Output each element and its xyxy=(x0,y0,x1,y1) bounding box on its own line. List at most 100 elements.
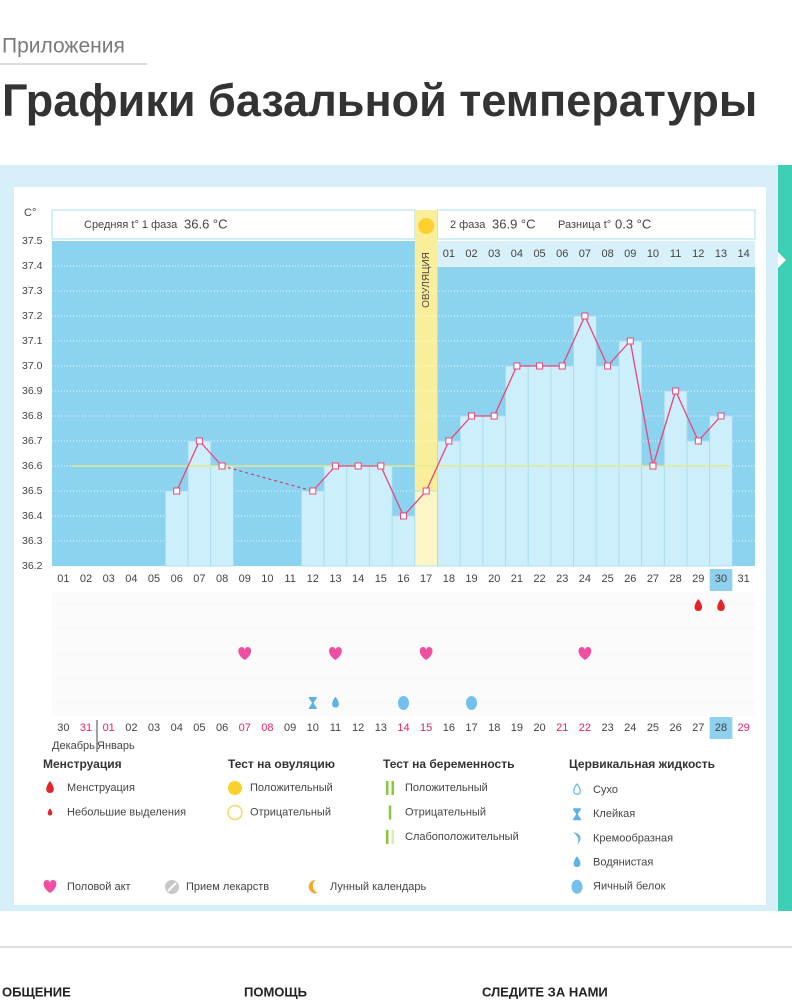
y-tick-label: 37.3 xyxy=(22,285,43,297)
point-marker xyxy=(490,412,498,420)
y-tick-label: 36.3 xyxy=(22,535,43,547)
date-label: 27 xyxy=(692,722,704,734)
highlight-date xyxy=(709,717,733,739)
x-tick-label: 25 xyxy=(601,573,613,585)
legend-icon xyxy=(165,880,179,894)
y-tick-label: 37.0 xyxy=(22,360,43,372)
legend-item: Половой акт xyxy=(67,881,131,893)
bar xyxy=(301,490,325,567)
point-marker xyxy=(445,437,453,445)
date-label: 25 xyxy=(647,722,659,734)
date-label: 06 xyxy=(216,722,228,734)
x-tick-label: 12 xyxy=(307,573,319,585)
point-marker xyxy=(536,362,544,370)
legend-item: Лунный календарь xyxy=(330,881,427,893)
gap-connector xyxy=(221,465,313,492)
day-icon xyxy=(694,599,703,611)
date-label: 11 xyxy=(330,722,341,734)
point-marker xyxy=(694,437,702,445)
icon-shape xyxy=(43,880,57,893)
x-tick-label: 22 xyxy=(533,573,545,585)
point-marker xyxy=(626,337,634,345)
y-tick-label: 36.7 xyxy=(22,435,43,447)
x-tick-label: 31 xyxy=(738,573,750,585)
legend-item: Отрицательный xyxy=(250,806,331,818)
y-tick-label: 36.2 xyxy=(22,560,43,572)
icon-shape xyxy=(466,696,478,710)
diff-value: 0.3 °C xyxy=(615,216,651,231)
date-label: 09 xyxy=(284,722,296,734)
legend-title: Цервикальная жидкость xyxy=(569,757,715,771)
footer-heading: СЛЕДИТЕ ЗА НАМИ xyxy=(482,984,608,999)
icon-shape xyxy=(238,647,252,660)
legend-item: Сухо xyxy=(593,784,618,796)
date-label: 08 xyxy=(261,722,273,734)
date-label: 04 xyxy=(171,722,183,734)
phase2-day-label: 05 xyxy=(533,248,545,260)
legend-icon xyxy=(571,879,583,894)
day-icon xyxy=(238,647,252,660)
point-marker xyxy=(422,487,430,495)
phase2-day-label: 14 xyxy=(738,248,750,260)
month-label: Декабрь xyxy=(52,740,95,752)
x-tick-label: 10 xyxy=(261,573,273,585)
date-label: 19 xyxy=(511,722,523,734)
x-tick-label: 26 xyxy=(624,573,636,585)
legend-icon xyxy=(573,783,581,795)
y-unit: C° xyxy=(24,207,36,219)
phase2-day-label: 13 xyxy=(715,248,727,260)
legend-title: Тест на беременность xyxy=(383,757,514,771)
legend-item: Менструация xyxy=(67,782,135,794)
breadcrumb[interactable]: Приложения xyxy=(2,35,125,58)
x-tick-label: 08 xyxy=(216,573,228,585)
phase2-day-label: 09 xyxy=(624,248,636,260)
x-tick-label: 18 xyxy=(443,573,455,585)
phase2-label: 2 фаза xyxy=(450,219,486,231)
date-label: 26 xyxy=(670,722,682,734)
highlight-day xyxy=(709,569,733,591)
date-label: 17 xyxy=(465,722,477,734)
icon-shape xyxy=(386,830,389,844)
legend-item: Клейкая xyxy=(593,808,635,820)
icon-shape xyxy=(308,880,318,894)
day-icon xyxy=(419,647,433,660)
y-tick-label: 36.8 xyxy=(22,410,43,422)
icon-shape xyxy=(573,783,581,795)
legend-item: Отрицательный xyxy=(405,806,486,818)
date-label: 02 xyxy=(125,722,137,734)
phase2-day-label: 08 xyxy=(601,248,613,260)
x-tick-label: 23 xyxy=(556,573,568,585)
x-tick-label: 30 xyxy=(715,573,727,585)
legend-title: Тест на овуляцию xyxy=(228,757,335,771)
x-tick-label: 13 xyxy=(329,573,341,585)
y-tick-label: 37.4 xyxy=(22,260,43,272)
date-label: 22 xyxy=(579,722,591,734)
ovulation-label: ОВУЛЯЦИЯ xyxy=(421,252,432,308)
phase2-day-label: 02 xyxy=(465,248,477,260)
x-tick-label: 27 xyxy=(647,573,659,585)
icon-shape xyxy=(228,781,242,795)
bar xyxy=(164,490,189,567)
x-tick-label: 14 xyxy=(352,573,364,585)
point-marker xyxy=(195,437,203,445)
footer-heading: ОБЩЕНИЕ xyxy=(2,984,71,999)
legend-item: Слабоположительный xyxy=(405,831,519,843)
legend-item: Положительный xyxy=(250,782,333,794)
date-label: 01 xyxy=(103,722,115,734)
date-label: 21 xyxy=(556,722,568,734)
icon-shape xyxy=(578,647,592,660)
icon-shape xyxy=(391,781,394,795)
bar xyxy=(459,415,484,567)
y-tick-label: 37.1 xyxy=(22,335,43,347)
footer-heading: ПОМОЩЬ xyxy=(244,984,307,999)
legend-icon xyxy=(573,808,581,821)
x-tick-label: 17 xyxy=(420,573,432,585)
icon-shape xyxy=(571,879,583,894)
x-tick-label: 11 xyxy=(284,573,295,585)
date-label: 28 xyxy=(715,722,727,734)
legend-icon xyxy=(227,804,243,821)
day-icon xyxy=(717,599,725,611)
icon-shape xyxy=(398,696,409,710)
icon-shape xyxy=(46,781,54,793)
x-tick-label: 06 xyxy=(171,573,183,585)
